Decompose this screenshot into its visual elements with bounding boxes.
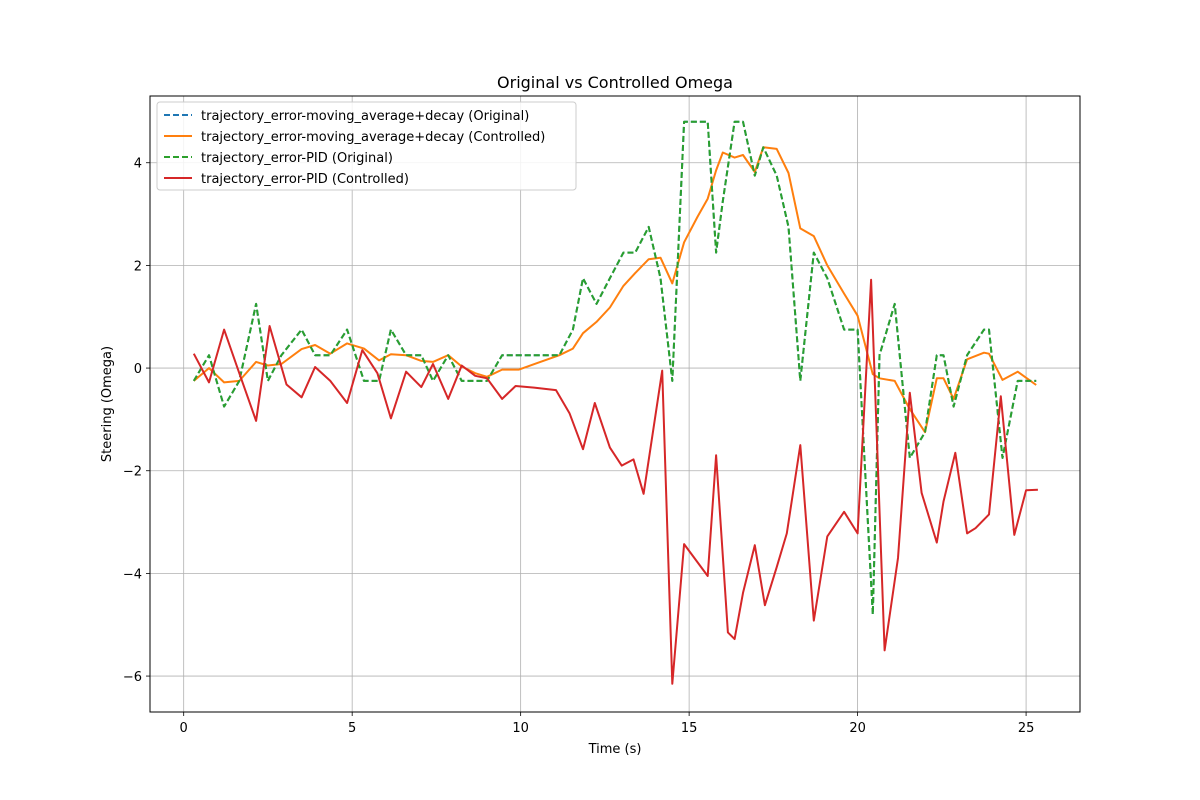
axis-ticks: 0 5 10 15 20 25 −6 −4 −2 0 2 4 [123, 157, 1035, 736]
legend-box [156, 101, 577, 191]
y-tick-label: 0 [134, 362, 142, 377]
y-tick-label: −4 [123, 567, 142, 582]
x-axis-label: Time (s) [588, 742, 642, 757]
series-line-2 [193, 146, 1037, 434]
legend: trajectory_error-moving_average+decay (O… [156, 101, 577, 191]
y-tick-label: −2 [123, 465, 142, 480]
series-line-4 [192, 278, 1038, 685]
y-tick-label: 4 [134, 157, 142, 172]
legend-label: trajectory_error-PID (Controlled) [201, 172, 409, 187]
x-tick-label: 10 [512, 721, 529, 736]
x-tick-label: 0 [180, 721, 188, 736]
y-tick-label: 2 [134, 259, 142, 274]
plot-area-frame [149, 95, 1081, 713]
chart-title: Original vs Controlled Omega [497, 73, 733, 92]
series-line-3 [192, 120, 1037, 616]
grid-lines [150, 96, 1080, 712]
y-tick-label: −6 [123, 670, 142, 685]
x-tick-label: 25 [1018, 721, 1035, 736]
legend-label: trajectory_error-moving_average+decay (C… [201, 130, 545, 145]
x-tick-label: 5 [348, 721, 356, 736]
legend-label: trajectory_error-moving_average+decay (O… [201, 109, 529, 124]
legend-label: trajectory_error-PID (Original) [201, 151, 393, 166]
x-tick-label: 15 [681, 721, 698, 736]
series-lines [192, 120, 1038, 685]
y-axis-label: Steering (Omega) [100, 346, 115, 462]
x-tick-label: 20 [849, 721, 866, 736]
